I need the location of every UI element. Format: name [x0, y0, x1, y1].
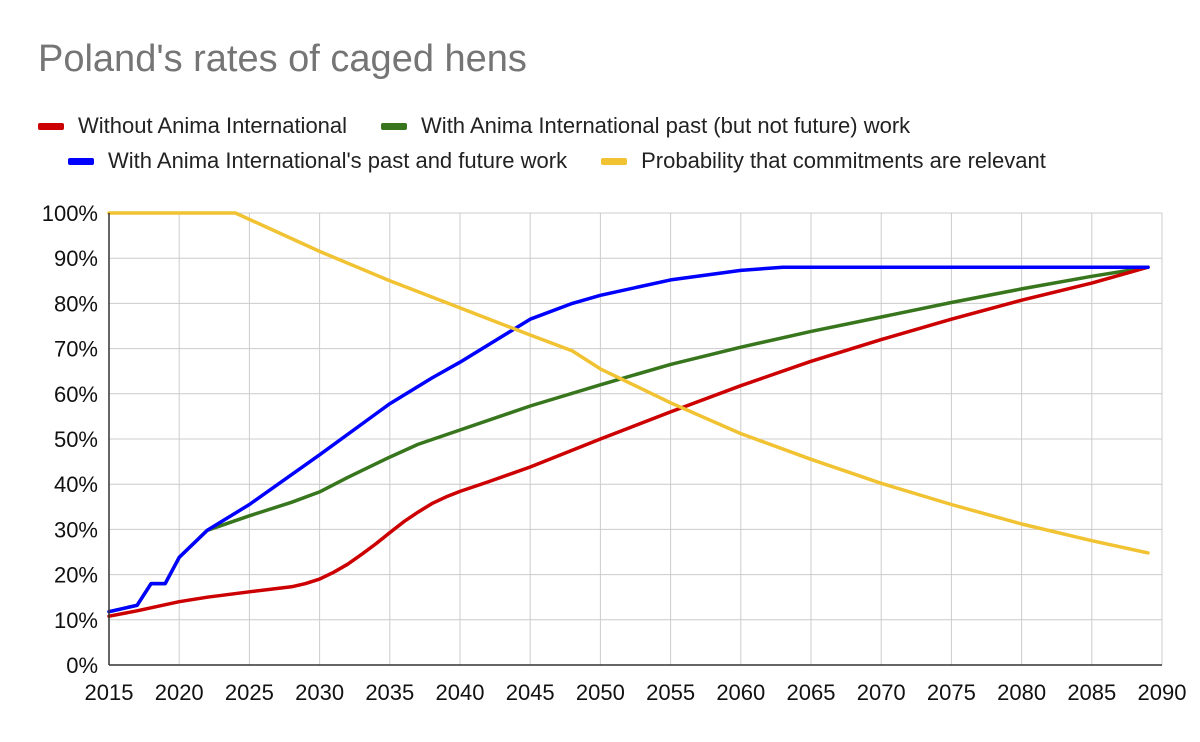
x-tick-label: 2025 — [225, 680, 274, 705]
x-tick-label: 2040 — [436, 680, 485, 705]
x-tick-label: 2020 — [155, 680, 204, 705]
x-tick-label: 2090 — [1138, 680, 1187, 705]
legend-item-without: Without Anima International — [38, 113, 347, 139]
legend-row-1: Without Anima International With Anima I… — [38, 113, 910, 139]
y-tick-label: 40% — [54, 472, 98, 497]
legend-label-future: With Anima International's past and futu… — [108, 148, 568, 173]
x-tick-label: 2015 — [85, 680, 134, 705]
y-tick-label: 50% — [54, 427, 98, 452]
x-tick-label: 2080 — [997, 680, 1046, 705]
series-line-2 — [107, 265, 1150, 614]
y-tick-label: 100% — [42, 201, 98, 226]
grid-lines — [108, 212, 1163, 665]
legend-row-2: With Anima International's past and futu… — [68, 148, 1046, 174]
series-lines — [107, 211, 1150, 618]
y-tick-label: 70% — [54, 337, 98, 362]
x-tick-label: 2050 — [576, 680, 625, 705]
y-tick-label: 20% — [54, 563, 98, 588]
series-line-3 — [107, 211, 1150, 555]
x-tick-label: 2075 — [927, 680, 976, 705]
x-tick-label: 2065 — [787, 680, 836, 705]
y-tick-label: 80% — [54, 291, 98, 316]
y-tick-label: 10% — [54, 608, 98, 633]
legend-item-past: With Anima International past (but not f… — [381, 113, 910, 139]
x-tick-label: 2055 — [646, 680, 695, 705]
x-tick-label: 2035 — [365, 680, 414, 705]
legend-swatch-without — [38, 122, 64, 130]
legend-swatch-probability — [601, 157, 628, 165]
legend-label-past: With Anima International past (but not f… — [421, 113, 911, 138]
x-tick-label: 2045 — [506, 680, 555, 705]
legend-label-without: Without Anima International — [78, 113, 348, 138]
y-tick-label: 0% — [66, 653, 98, 678]
x-tick-label: 2060 — [716, 680, 765, 705]
y-tick-label: 60% — [54, 382, 98, 407]
tick-labels: 2015 2020 2025 2030 2035 2040 2045 2050 2055 2060… — [42, 201, 1187, 705]
legend-item-future: With Anima International's past and futu… — [68, 148, 567, 174]
x-tick-label: 2085 — [1067, 680, 1116, 705]
legend-label-probability: Probability that commitments are relevan… — [641, 148, 1046, 173]
legend-swatch-future — [68, 157, 94, 165]
legend-item-probability: Probability that commitments are relevan… — [601, 148, 1046, 174]
y-tick-label: 30% — [54, 517, 98, 542]
x-tick-label: 2070 — [857, 680, 906, 705]
x-tick-label: 2030 — [295, 680, 344, 705]
y-tick-label: 90% — [54, 246, 98, 271]
axes — [108, 213, 1162, 666]
chart-title: Poland's rates of caged hens — [38, 38, 527, 80]
legend-swatch-past — [381, 122, 408, 130]
series-line-0 — [107, 265, 1150, 618]
